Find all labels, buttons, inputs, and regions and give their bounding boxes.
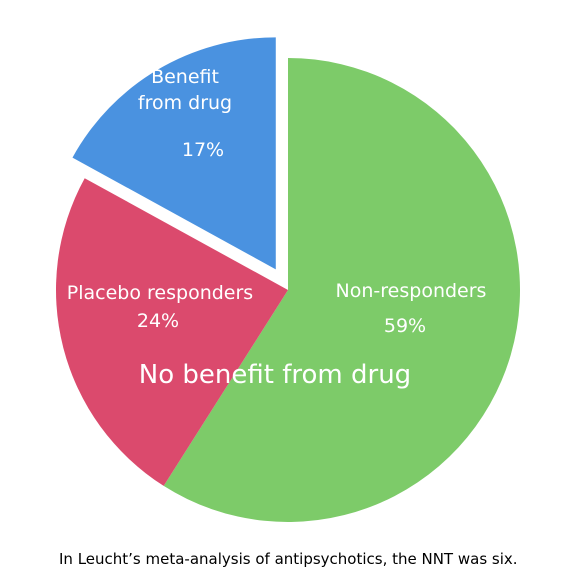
annotation-no-benefit: No benefit from drug: [139, 360, 411, 390]
pie-slice-benefit-from-drug: [72, 37, 276, 270]
chart-caption: In Leucht’s meta-analysis of antipsychot…: [59, 550, 518, 568]
slice-value-nonresponders: 59%: [384, 315, 426, 337]
slice-label-benefit-line2: from drug: [138, 92, 232, 114]
slice-value-benefit: 17%: [182, 139, 224, 161]
slice-label-placebo: Placebo responders: [67, 282, 253, 304]
pie-slice-placebo-responders: [55, 178, 289, 486]
slice-label-nonresponders: Non-responders: [336, 280, 487, 302]
slice-value-placebo: 24%: [137, 310, 179, 332]
pie-slice-non-responders: [163, 58, 521, 522]
slice-label-benefit-line1: Benefit: [151, 66, 219, 88]
